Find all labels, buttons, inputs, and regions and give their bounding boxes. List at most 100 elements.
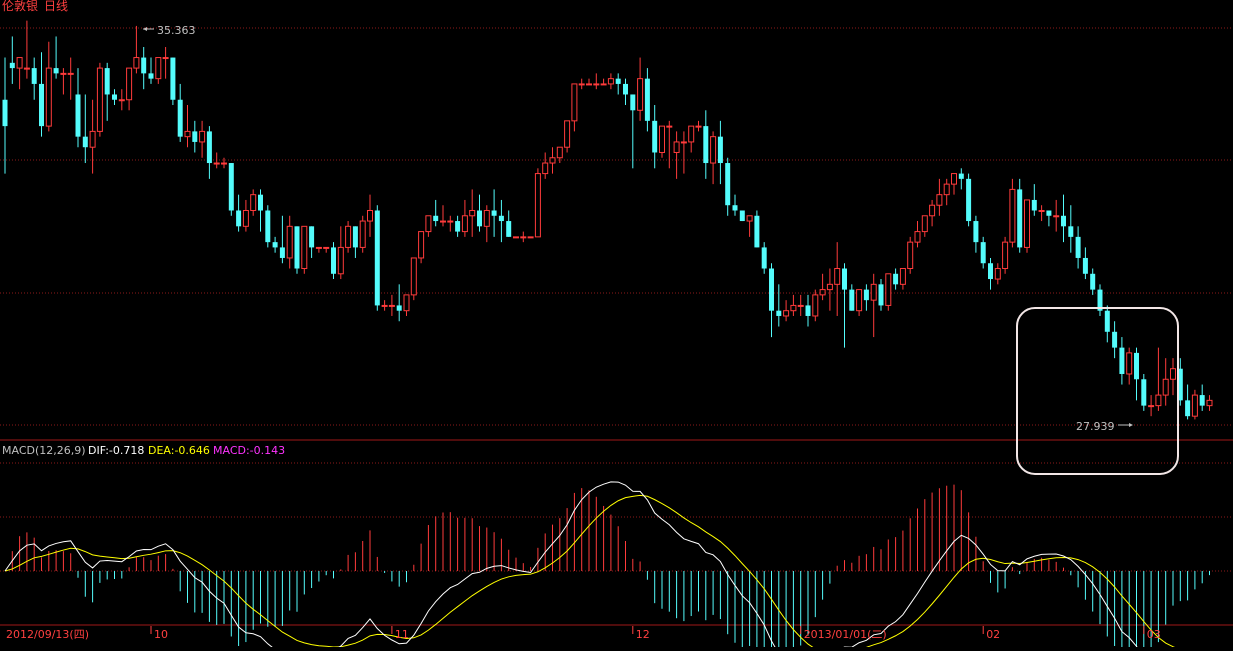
candle-body-up <box>870 283 877 301</box>
candle-body-up <box>571 83 578 122</box>
candle-body-up <box>695 125 702 128</box>
macd-name: MACD(12,26,9) <box>2 444 86 457</box>
candle-body-down <box>455 221 461 232</box>
candle-body-down <box>228 163 234 211</box>
candle-body-up <box>819 289 826 296</box>
candle-body-up <box>812 294 819 317</box>
candle-body-up <box>126 67 133 101</box>
grid-lines <box>0 27 1233 626</box>
candle-body-up <box>60 72 67 75</box>
candle-body-down <box>112 94 117 100</box>
low-arrow-head <box>1129 423 1133 427</box>
candle-body-up <box>410 257 417 296</box>
candle-body-down <box>958 173 964 179</box>
candle-body-down <box>1046 210 1052 216</box>
candle-body-down <box>842 268 847 290</box>
macd-dea-value: DEA:-0.646 <box>148 444 210 457</box>
candle-body-up <box>461 215 468 233</box>
candle-body-up <box>483 209 490 227</box>
candle-body-up <box>23 67 30 70</box>
candle-body-up <box>783 310 790 317</box>
candle-body-up <box>367 209 373 222</box>
candle-body-up <box>447 220 454 223</box>
candle-body-up <box>556 146 563 159</box>
candle-body-up <box>388 304 395 307</box>
candle-body-down <box>754 215 760 248</box>
candle-body-up <box>133 57 140 69</box>
candle-body-down <box>2 99 8 127</box>
macd-panel <box>4 481 1210 651</box>
instrument-name: 伦敦银 <box>2 0 38 13</box>
candle-body-down <box>75 94 81 137</box>
candle-body-down <box>1068 226 1074 237</box>
candle-body-down <box>644 78 650 121</box>
candle-body-up <box>1162 378 1169 396</box>
candle-body-up <box>45 67 52 127</box>
candle-body-down <box>491 210 497 216</box>
candle-body-down <box>725 163 731 206</box>
candle-body-down <box>433 215 439 222</box>
x-axis-tick-label: 10 <box>154 628 168 641</box>
candle-body-down <box>331 247 336 274</box>
candle-body-down <box>717 136 723 164</box>
candle-body-down <box>1090 273 1096 290</box>
candle-body-up <box>242 209 249 227</box>
candle-body-down <box>878 284 884 306</box>
candle-body-down <box>1199 395 1205 406</box>
macd-hist-value: MACD:-0.143 <box>213 444 285 457</box>
candle-body-down <box>1097 289 1103 311</box>
candle-body-up <box>797 304 804 307</box>
high-label: 35.363 <box>157 24 196 37</box>
candle-body-up <box>1170 368 1176 380</box>
candle-body-down <box>1112 331 1118 348</box>
candle-body-down <box>863 289 869 301</box>
candle-body-up <box>899 268 906 285</box>
candle-body-down <box>703 126 709 164</box>
candle-body-down <box>1104 310 1110 332</box>
candle-body-down <box>396 305 402 311</box>
candle-body-down <box>988 263 993 280</box>
candle-body-up <box>381 304 388 307</box>
candle-body-down <box>31 68 37 84</box>
candle-body-down <box>1185 400 1191 417</box>
candle-body-down <box>980 242 986 264</box>
candle-body-up <box>199 130 206 143</box>
candle-body-down <box>272 242 278 248</box>
candle-body-up <box>1024 199 1030 248</box>
candle-body-down <box>615 78 621 84</box>
candle-body-up <box>286 225 293 259</box>
candle-body-up <box>542 162 549 175</box>
candle-body-up <box>746 215 753 222</box>
candle-body-down <box>1119 347 1125 374</box>
period-label: 日线 <box>44 0 68 13</box>
candle-body-down <box>739 210 745 222</box>
x-axis-tick-label: 03 <box>1147 628 1161 641</box>
dif-line <box>4 481 1141 651</box>
x-axis-tick-label: 11 <box>395 628 409 641</box>
candle-body-up <box>929 204 936 217</box>
candle-body-up <box>67 72 74 75</box>
candle-body-up <box>221 162 227 165</box>
x-axis-tick-label: 02 <box>986 628 1000 641</box>
candle-body-up <box>673 141 680 153</box>
candle-body-up <box>790 304 797 312</box>
candle-body-up <box>534 173 541 238</box>
highlight-box <box>1016 307 1179 475</box>
candle-body-up <box>250 194 257 211</box>
candle-body-down <box>893 273 899 285</box>
candle-body-down <box>258 194 263 211</box>
candle-body-down <box>141 57 147 74</box>
candle-body-down <box>9 62 15 69</box>
candle-body-up <box>659 125 665 153</box>
candle-body-up <box>710 136 717 164</box>
candle-body-up <box>469 209 476 217</box>
candle-body-up <box>688 125 695 143</box>
candle-body-down <box>630 94 636 111</box>
candle-body-up <box>1009 188 1016 243</box>
high-arrow-head <box>143 27 147 31</box>
candle-body-up <box>162 57 169 60</box>
macd-dif-value: DIF:-0.718 <box>88 444 144 457</box>
candle-body-down <box>1134 352 1139 380</box>
